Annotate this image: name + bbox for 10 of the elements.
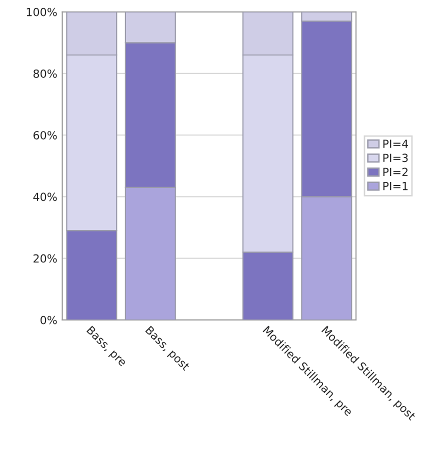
- legend-label: PI=4: [383, 140, 408, 148]
- y-tick-label: 80%: [33, 69, 57, 78]
- y-tick-label: 100%: [26, 8, 57, 16]
- legend-label: PI=3: [383, 154, 408, 162]
- y-tick-label: 20%: [34, 254, 57, 263]
- y-tick-label: 0%: [40, 316, 57, 324]
- legend-label: PI=1: [383, 182, 408, 190]
- y-tick-label: 40%: [33, 192, 57, 202]
- y-tick-label: 60%: [34, 131, 57, 140]
- legend-label: PI=2: [383, 168, 408, 176]
